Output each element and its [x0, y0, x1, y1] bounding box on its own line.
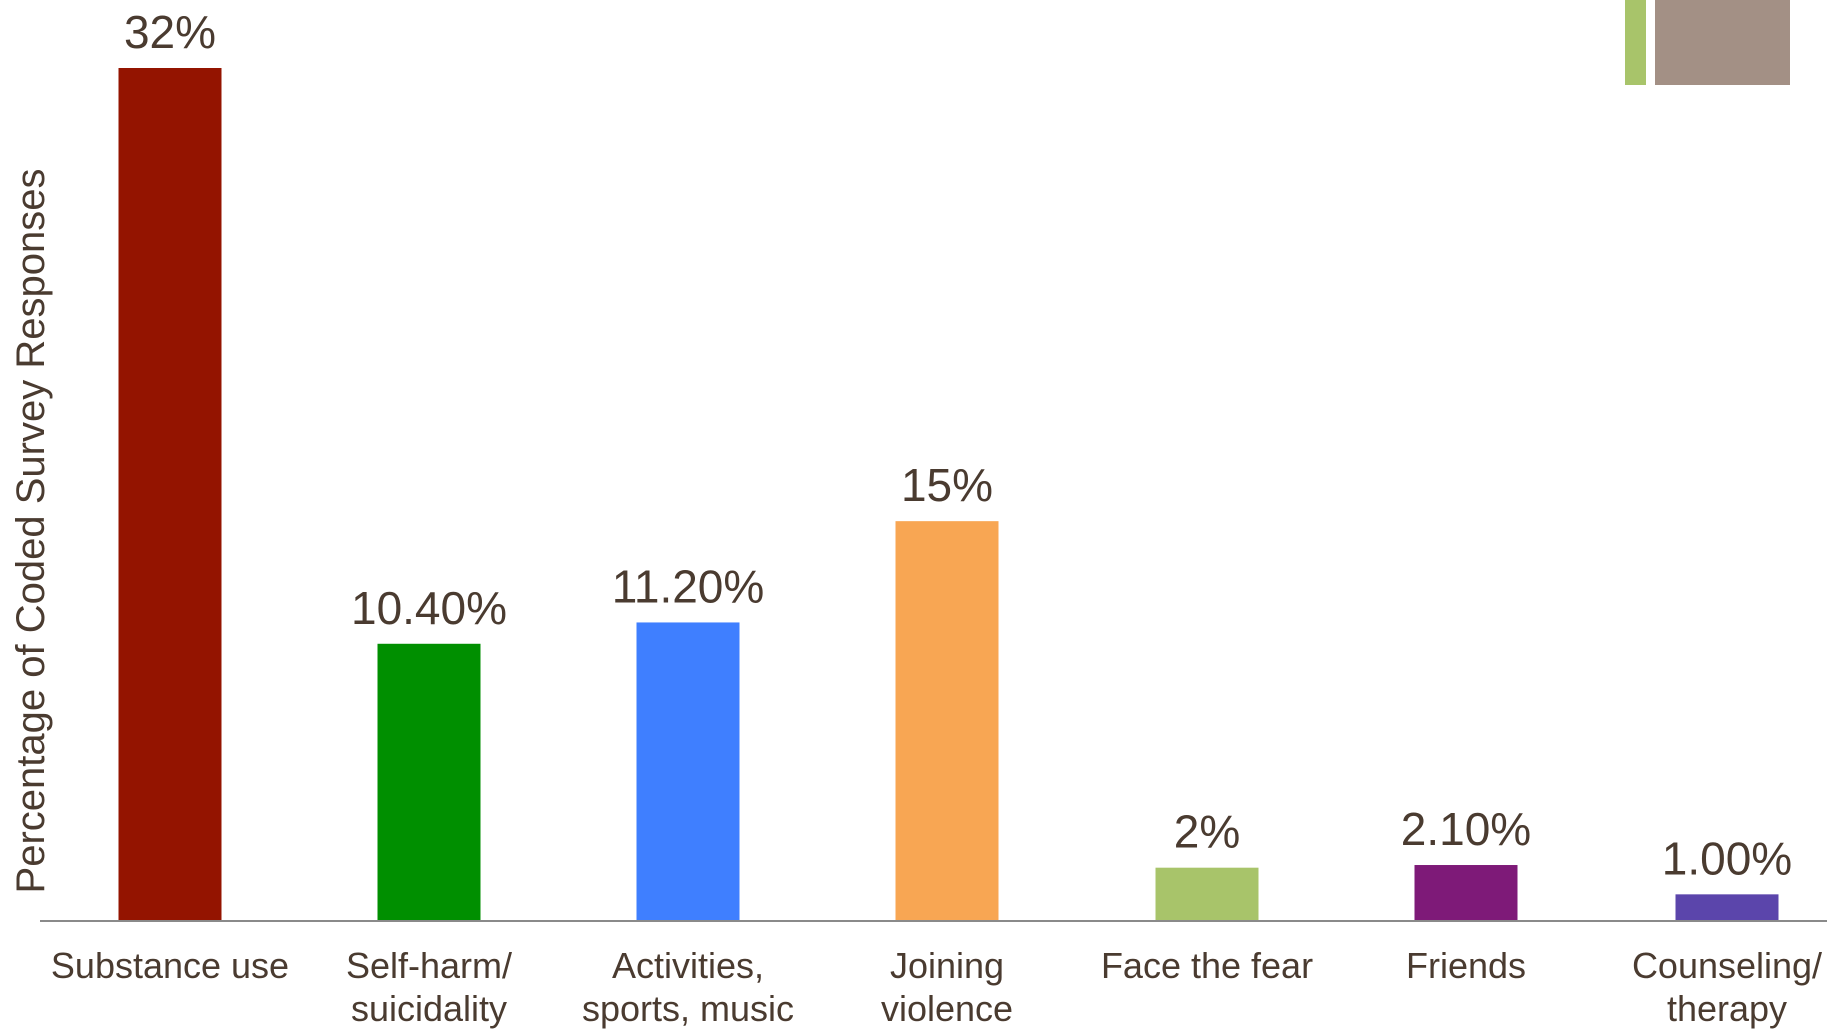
x-tick-label-line: Joining — [890, 945, 1004, 986]
bar — [1414, 865, 1518, 921]
data-labels-group: 32% 10.40% 11.20% 15% 2% 2.10% 1.00% — [124, 6, 1792, 884]
bar — [377, 643, 481, 921]
x-tick-label: Face the fear — [1101, 945, 1313, 986]
data-label: 1.00% — [1662, 832, 1792, 884]
x-tick-label: Friends — [1406, 945, 1526, 986]
x-tick-label: Activities, sports, music — [582, 945, 794, 1029]
data-label: 11.20% — [612, 560, 765, 612]
decor-green-square — [1625, 0, 1646, 85]
x-tick-label: Joining violence — [881, 945, 1013, 1029]
data-label: 2% — [1174, 806, 1240, 858]
x-tick-label: Substance use — [51, 945, 289, 986]
x-tick-label-line: Counseling/ — [1632, 945, 1822, 986]
x-tick-label-line: Face the fear — [1101, 945, 1313, 986]
x-tick-label-line: Activities, — [612, 945, 764, 986]
x-tick-label-line: suicidality — [351, 988, 507, 1029]
data-label: 10.40% — [351, 582, 507, 634]
x-tick-label-line: therapy — [1667, 988, 1787, 1029]
bar — [636, 622, 740, 921]
x-tick-label-line: sports, music — [582, 988, 794, 1029]
category-labels-group: Substance use Self-harm/suicidality Activi… — [51, 945, 1822, 1029]
data-label: 15% — [901, 459, 993, 511]
x-tick-label-line: Friends — [1406, 945, 1526, 986]
data-label: 2.10% — [1401, 803, 1531, 855]
y-axis-title: Percentage of Coded Survey Responses — [9, 169, 53, 894]
data-label: 32% — [124, 6, 216, 58]
x-tick-label-line: Substance use — [51, 945, 289, 986]
bar — [118, 68, 222, 921]
bar — [895, 521, 999, 921]
x-tick-label: Counseling/therapy — [1632, 945, 1822, 1029]
decor-taupe-square — [1655, 0, 1790, 85]
bars-group — [118, 68, 1779, 921]
bar — [1675, 894, 1779, 921]
bar — [1155, 867, 1259, 921]
x-tick-label: Self-harm/suicidality — [346, 945, 512, 1029]
x-tick-label-line: Self-harm/ — [346, 945, 512, 986]
x-tick-label-line: violence — [881, 988, 1013, 1029]
